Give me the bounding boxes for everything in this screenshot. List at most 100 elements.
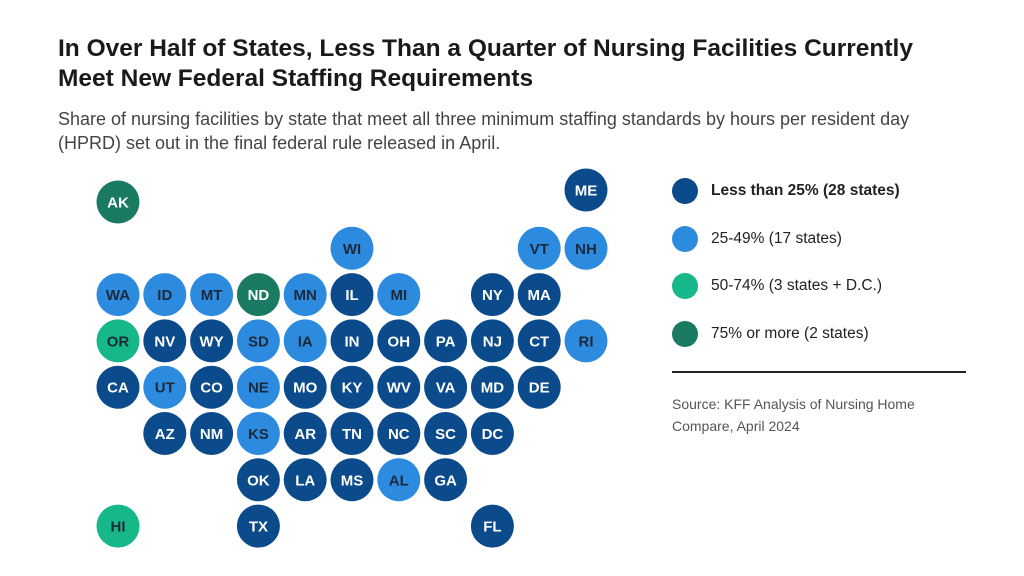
state-circle-ms <box>330 458 374 502</box>
state-circle-ny <box>470 273 514 317</box>
state-label-id: ID <box>157 287 172 304</box>
state-label-ak: AK <box>107 195 129 212</box>
state-circle-tx <box>236 504 280 548</box>
state-label-pa: PA <box>436 333 456 350</box>
state-tile-ca: CA <box>96 365 140 409</box>
state-circle-ma <box>517 273 561 317</box>
state-circle-me <box>564 168 608 212</box>
state-label-ne: NE <box>248 380 269 397</box>
state-tile-ct: CT <box>517 319 561 363</box>
state-tile-co: CO <box>190 365 234 409</box>
legend-label-25to49: 25-49% (17 states) <box>711 230 842 247</box>
chart-title: In Over Half of States, Less Than a Quar… <box>58 35 913 92</box>
state-label-fl: FL <box>483 519 501 536</box>
legend-label-75plus: 75% or more (2 states) <box>711 325 869 342</box>
state-tile-mt: MT <box>190 273 234 317</box>
state-label-nv: NV <box>154 333 175 350</box>
legend-swatch-25to49 <box>672 226 698 252</box>
state-label-wi: WI <box>343 241 361 258</box>
state-circle-ok <box>236 458 280 502</box>
state-tile-ar: AR <box>283 412 327 455</box>
state-tile-nm: NM <box>190 412 234 455</box>
state-tile-wi: WI <box>330 226 374 270</box>
state-label-md: MD <box>481 380 504 397</box>
state-label-ut: UT <box>155 380 175 397</box>
state-circle-wi <box>330 226 374 270</box>
state-label-nd: ND <box>248 287 270 304</box>
state-tile-al: AL <box>377 458 421 502</box>
legend-item-25to49: 25-49% (17 states) <box>672 224 972 254</box>
state-circle-nv <box>143 319 187 363</box>
state-circle-or <box>96 319 140 363</box>
state-label-mn: MN <box>294 287 317 304</box>
state-tile-tn: TN <box>330 412 374 455</box>
state-label-vt: VT <box>530 241 549 258</box>
state-tile-nd: ND <box>236 273 280 317</box>
state-circle-mt <box>190 273 234 317</box>
state-label-nj: NJ <box>483 333 502 350</box>
state-circle-ia <box>283 319 327 363</box>
state-label-ks: KS <box>248 426 269 443</box>
state-label-wv: WV <box>387 380 411 397</box>
state-tile-md: MD <box>470 365 514 409</box>
state-circle-hi <box>96 504 140 548</box>
state-label-mi: MI <box>390 287 407 304</box>
state-label-hi: HI <box>111 519 126 536</box>
state-label-ma: MA <box>528 287 551 304</box>
state-circle-mi <box>377 273 421 317</box>
source-note: Source: KFF Analysis of Nursing Home Com… <box>672 396 915 434</box>
legend-swatch-75plus <box>672 321 698 347</box>
state-label-ga: GA <box>434 472 457 489</box>
state-tile-mi: MI <box>377 273 421 317</box>
legend-item-75plus: 75% or more (2 states) <box>672 319 972 349</box>
state-circle-oh <box>377 319 421 363</box>
state-tile-tx: TX <box>236 504 280 548</box>
state-label-wa: WA <box>106 287 130 304</box>
state-circle-la <box>283 458 327 502</box>
legend-label-lt25: Less than 25% (28 states) <box>711 182 900 199</box>
state-tile-mn: MN <box>283 273 327 317</box>
state-circle-fl <box>470 504 514 548</box>
state-tile-ok: OK <box>236 458 280 502</box>
state-circle-co <box>190 365 234 409</box>
state-label-ct: CT <box>529 333 549 350</box>
state-circle-sd <box>236 319 280 363</box>
state-tile-nv: NV <box>143 319 187 363</box>
state-circle-nm <box>190 412 234 455</box>
state-tile-az: AZ <box>143 412 187 455</box>
state-tile-wa: WA <box>96 273 140 317</box>
state-label-ar: AR <box>294 426 316 443</box>
state-tile-in: IN <box>330 319 374 363</box>
state-tile-dc: DC <box>470 412 514 455</box>
state-tile-ut: UT <box>143 365 187 409</box>
state-label-wy: WY <box>200 333 224 350</box>
state-tile-pa: PA <box>424 319 468 363</box>
legend-item-lt25: Less than 25% (28 states) <box>672 176 972 206</box>
state-tile-la: LA <box>283 458 327 502</box>
state-label-nc: NC <box>388 426 410 443</box>
state-tile-nc: NC <box>377 412 421 455</box>
state-label-oh: OH <box>388 333 411 350</box>
state-circle-ct <box>517 319 561 363</box>
state-circle-al <box>377 458 421 502</box>
state-label-co: CO <box>200 380 223 397</box>
state-circle-tn <box>330 412 374 455</box>
state-label-ri: RI <box>579 333 594 350</box>
state-circle-va <box>424 365 468 409</box>
state-circle-nc <box>377 412 421 455</box>
state-circle-wy <box>190 319 234 363</box>
state-tile-wy: WY <box>190 319 234 363</box>
state-label-de: DE <box>529 380 550 397</box>
state-circle-ca <box>96 365 140 409</box>
state-tile-me: ME <box>564 168 608 212</box>
state-tile-ny: NY <box>470 273 514 317</box>
state-circle-ak <box>96 180 140 224</box>
state-tile-ky: KY <box>330 365 374 409</box>
legend-label-50to74: 50-74% (3 states + D.C.) <box>711 277 882 294</box>
legend-swatch-50to74 <box>672 273 698 299</box>
state-circle-ky <box>330 365 374 409</box>
state-label-ky: KY <box>342 380 363 397</box>
state-tile-vt: VT <box>517 226 561 270</box>
state-tile-ms: MS <box>330 458 374 502</box>
state-tile-hi: HI <box>96 504 140 548</box>
